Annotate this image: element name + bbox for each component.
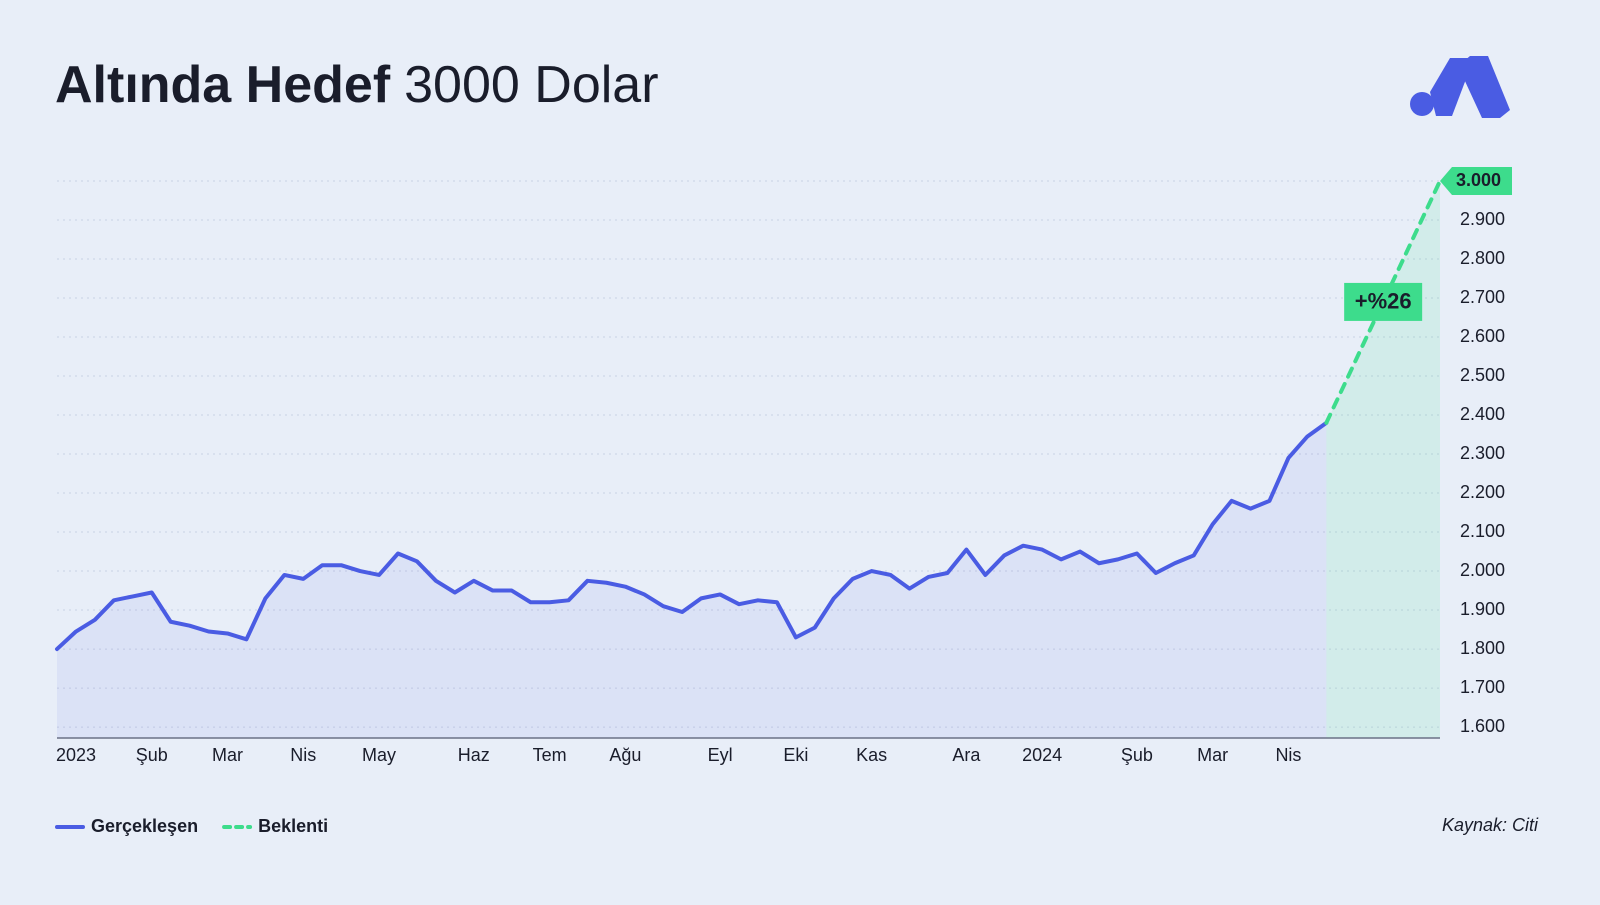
title-bold: Altında Hedef — [55, 56, 391, 114]
y-tick-label: 1.900 — [1460, 599, 1505, 619]
series-line — [55, 420, 1329, 652]
x-tick-label: Şub — [136, 745, 168, 765]
x-tick-label: 2024 — [1022, 745, 1062, 765]
legend-label[interactable]: Beklenti — [258, 816, 328, 836]
y-tick-label: 2.900 — [1460, 209, 1505, 229]
x-tick-label: Şub — [1121, 745, 1153, 765]
annotation-box — [1344, 282, 1423, 321]
y-tick-label: 1.600 — [1460, 716, 1505, 736]
y-tick-label: 2.500 — [1460, 365, 1505, 385]
tick-highlight — [1440, 167, 1512, 195]
y-tick-label: 3.000 — [1456, 170, 1501, 190]
x-tick-label: 2023 — [56, 745, 96, 765]
x-tick-label: May — [362, 745, 396, 765]
y-tick-label: 1.700 — [1460, 677, 1505, 697]
x-tick-label: Eki — [783, 745, 808, 765]
x-tick-label: Eyl — [708, 745, 733, 765]
x-tick-label: Mar — [1197, 745, 1228, 765]
x-tick-label: Tem — [533, 745, 567, 765]
x-tick-label: Nis — [1275, 745, 1301, 765]
chart-title: Altında Hedef 3000 Dolar — [55, 56, 659, 114]
x-tick-label: Kas — [856, 745, 887, 765]
source: Kaynak: Citi — [1442, 815, 1539, 835]
area-fill — [57, 422, 1327, 738]
y-tick-label: 2.400 — [1460, 404, 1505, 424]
y-tick-label: 2.700 — [1460, 287, 1505, 307]
x-tick-label: Mar — [212, 745, 243, 765]
title-regular: 3000 Dolar — [404, 56, 658, 114]
x-tick-label: Ağu — [609, 745, 641, 765]
series-line — [1324, 179, 1442, 425]
y-tick-label: 2.000 — [1460, 560, 1505, 580]
y-tick-label: 1.800 — [1460, 638, 1505, 658]
annotation: +%26 — [1355, 289, 1412, 314]
legend-label[interactable]: Gerçekleşen — [91, 816, 198, 836]
x-tick-label: Haz — [458, 745, 490, 765]
y-tick-label: 2.800 — [1460, 248, 1505, 268]
y-tick-label: 2.300 — [1460, 443, 1505, 463]
x-tick-label: Ara — [952, 745, 981, 765]
y-tick-label: 2.100 — [1460, 521, 1505, 541]
y-tick-label: 2.200 — [1460, 482, 1505, 502]
y-tick-label: 2.600 — [1460, 326, 1505, 346]
logo — [1410, 56, 1510, 118]
x-tick-label: Nis — [290, 745, 316, 765]
